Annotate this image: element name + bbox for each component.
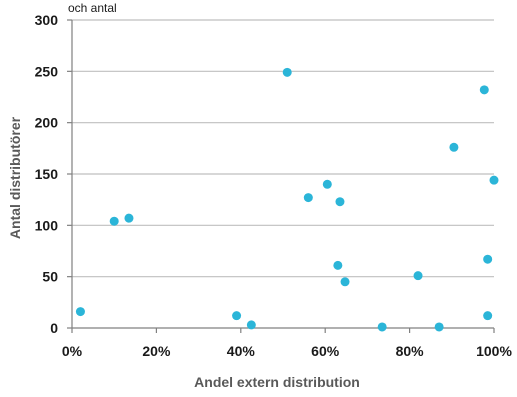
data-point xyxy=(489,175,499,185)
x-tick-label: 100% xyxy=(476,343,512,359)
data-point xyxy=(413,271,423,281)
data-point xyxy=(434,322,444,332)
data-point xyxy=(109,216,119,226)
y-axis-title: Antal distributörer xyxy=(7,116,23,239)
data-point xyxy=(333,260,343,270)
x-tick-label: 0% xyxy=(62,343,83,359)
data-point xyxy=(303,193,313,203)
data-point xyxy=(232,311,242,321)
data-point xyxy=(282,67,292,77)
data-point xyxy=(479,85,489,95)
data-point xyxy=(483,311,493,321)
y-tick-labels: 0 50 100 150 200 250 300 xyxy=(35,12,59,336)
x-axis-title: Andel extern distribution xyxy=(194,374,360,390)
y-tick-label: 50 xyxy=(42,269,58,285)
x-tick-label: 40% xyxy=(227,343,256,359)
x-tick-label: 60% xyxy=(311,343,340,359)
data-point xyxy=(75,307,85,317)
y-tick-label: 200 xyxy=(35,115,59,131)
x-tick-labels: 0% 20% 40% 60% 80% 100% xyxy=(62,343,513,359)
data-point xyxy=(483,254,493,264)
data-point xyxy=(377,322,387,332)
gridlines xyxy=(72,19,494,278)
x-tick-label: 80% xyxy=(396,343,425,359)
y-tick-label: 300 xyxy=(35,12,59,28)
axes xyxy=(67,19,495,333)
y-tick-label: 250 xyxy=(35,63,59,79)
data-point xyxy=(449,142,459,152)
data-point xyxy=(340,277,350,287)
y-tick-label: 100 xyxy=(35,217,59,233)
data-point xyxy=(246,320,256,330)
x-tick-label: 20% xyxy=(142,343,171,359)
chart-title-fragment: och antal xyxy=(68,1,117,15)
y-tick-label: 0 xyxy=(50,320,58,336)
data-point xyxy=(335,197,345,207)
data-point xyxy=(124,213,134,223)
data-points xyxy=(75,67,499,332)
y-tick-label: 150 xyxy=(35,166,59,182)
data-point xyxy=(322,179,332,189)
